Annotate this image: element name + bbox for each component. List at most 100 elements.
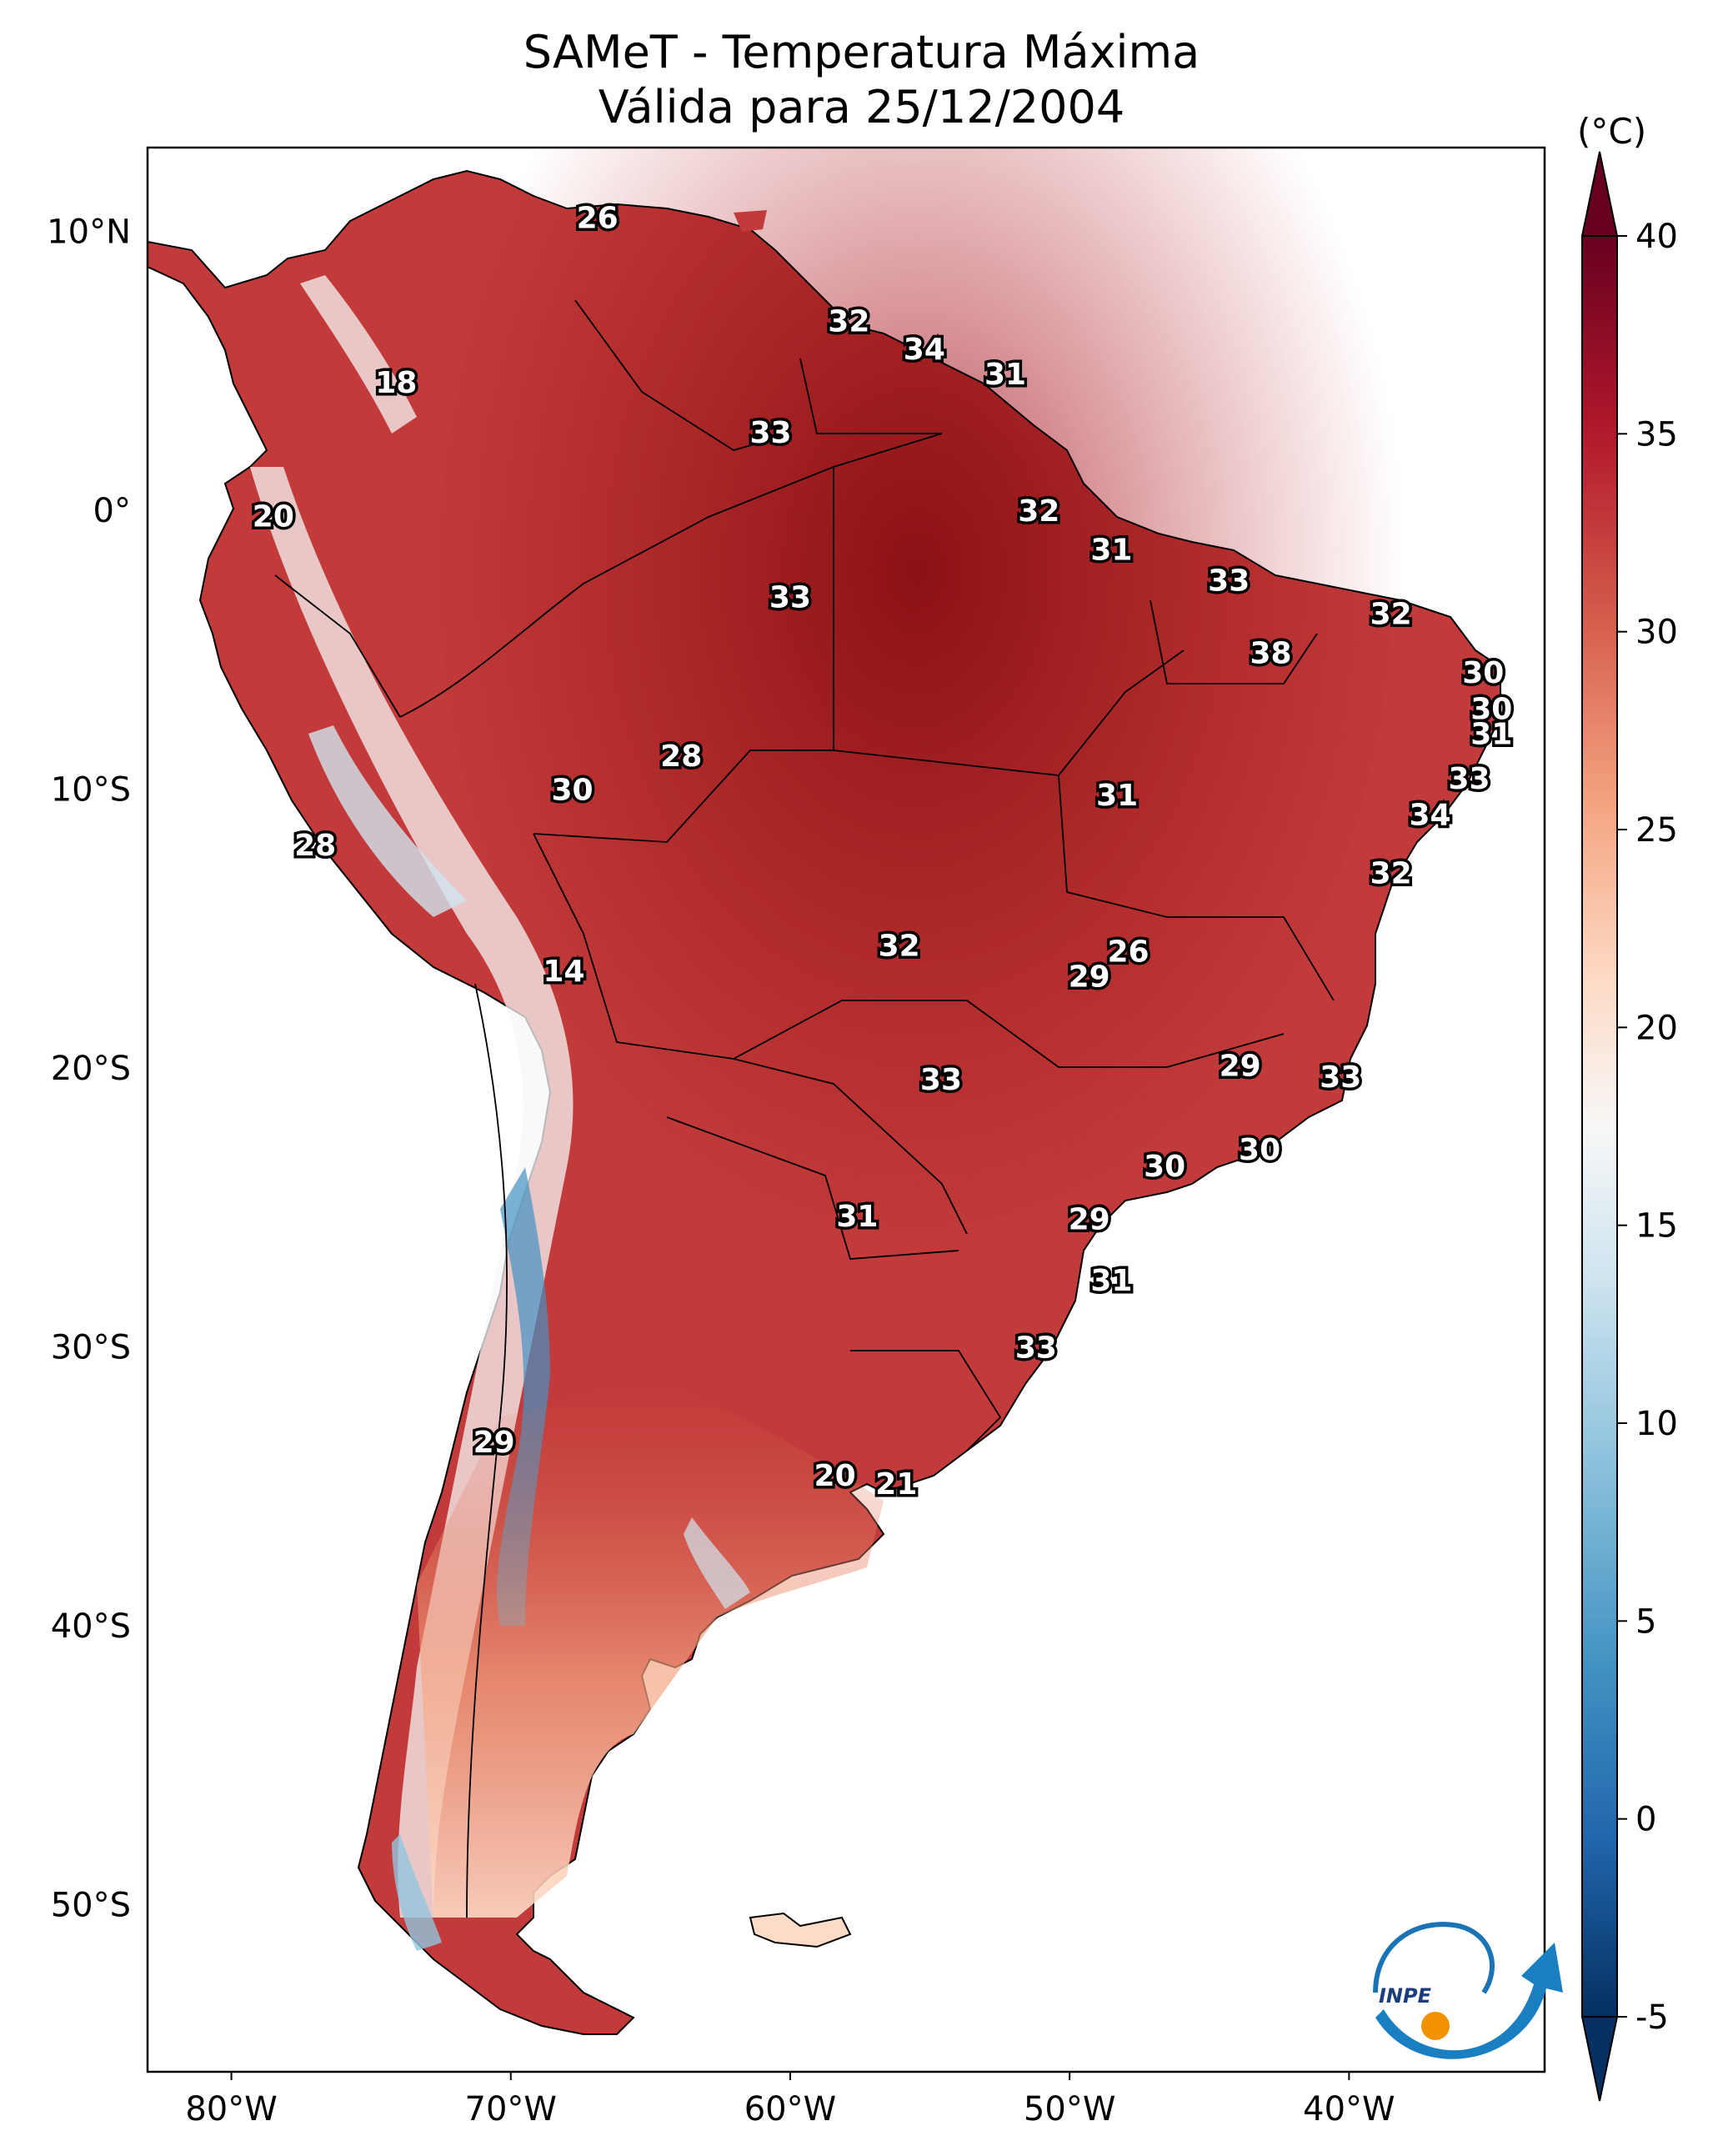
border-argentina-north — [666, 1116, 959, 1260]
lon-tick-label: 70°W — [465, 2090, 557, 2128]
temperature-point-label: 33 — [1448, 762, 1490, 796]
logo-text: INPE — [1379, 1984, 1432, 2008]
border-ecuador — [274, 574, 401, 718]
colorbar-max-arrow — [1580, 151, 1619, 237]
temperature-point-label: 31 — [1470, 717, 1512, 751]
temperature-point-label: 30 — [1462, 656, 1504, 690]
lat-tick-label: 10°N — [47, 213, 131, 251]
temperature-point-label: 29 — [473, 1426, 515, 1460]
temperature-point-label: 34 — [904, 333, 945, 367]
southern-cooling — [417, 1376, 884, 1918]
border-brazil-ne — [1150, 599, 1318, 684]
lat-tick-label: 50°S — [51, 1886, 131, 1924]
temperature-point-label: 28 — [660, 740, 702, 774]
temperature-point-label: 31 — [984, 358, 1026, 392]
temperature-point-label: 29 — [1220, 1049, 1261, 1083]
temperature-point-label: 33 — [749, 416, 791, 450]
temperature-point-label: 30 — [1239, 1133, 1280, 1167]
temperature-point-label: 29 — [1069, 1202, 1110, 1236]
latitude-tick-labels: 10°N 0° 10°S 20°S 30°S 40°S 50°S — [47, 213, 131, 1924]
colorbar: 40 35 30 25 20 15 10 5 0 -5 (°C) — [1577, 111, 1678, 2102]
temperature-point-label: 38 — [1250, 636, 1291, 670]
border-paraguay — [733, 1058, 968, 1235]
colombian-andes-cool — [300, 275, 417, 434]
colorbar-tick-label: 0 — [1635, 1801, 1656, 1839]
temperature-point-label: 31 — [1096, 779, 1138, 813]
logo-orbit-arc — [1373, 1922, 1495, 1994]
border-brazil-se — [966, 1000, 1285, 1068]
colorbar-tick-label: 10 — [1635, 1405, 1678, 1443]
inpe-logo: INPE — [1373, 1922, 1563, 2059]
temperature-point-label: 33 — [1320, 1060, 1361, 1095]
temperature-point-label: 32 — [828, 304, 869, 338]
temperature-point-label: 30 — [551, 773, 593, 807]
temperature-point-label: 20 — [253, 500, 294, 534]
logo-sun-icon — [1421, 2012, 1450, 2040]
border-north — [399, 433, 943, 718]
longitude-tick-labels: 80°W 70°W 60°W 50°W 40°W — [185, 2072, 1395, 2128]
colorbar-tick-label: 20 — [1635, 1009, 1678, 1047]
lon-tick-label: 80°W — [185, 2090, 277, 2128]
andes-cool-band — [250, 467, 573, 1918]
title-line-2: Válida para 25/12/2004 — [598, 81, 1125, 133]
temperature-point-label: 29 — [1069, 960, 1110, 994]
temperature-point-label: 31 — [836, 1200, 878, 1234]
colorbar-tick-label: 15 — [1635, 1207, 1678, 1246]
map-title: SAMeT - Temperatura Máxima Válida para 2… — [0, 25, 1723, 135]
title-line-1: SAMeT - Temperatura Máxima — [523, 26, 1200, 78]
temperature-point-label: 32 — [879, 930, 920, 964]
falkland-islands — [749, 1912, 852, 1948]
lat-tick-label: 10°S — [51, 770, 131, 809]
trinidad-island — [734, 210, 767, 232]
temperature-point-label: 30 — [1470, 692, 1512, 726]
colorbar-unit: (°C) — [1577, 111, 1646, 152]
pampas-cool-spot — [684, 1517, 750, 1609]
colorbar-scale — [1581, 235, 1618, 2018]
border-guyana — [799, 358, 942, 434]
temperature-point-label: 31 — [1090, 1264, 1132, 1298]
border-colombia-venezuela — [574, 299, 793, 451]
border-bolivia — [533, 833, 967, 1060]
border-chile-argentina — [466, 983, 508, 1918]
colorbar-min-arrow — [1580, 2016, 1619, 2102]
colorbar-ticks: 40 35 30 25 20 15 10 5 0 -5 — [1617, 218, 1678, 2037]
temperature-point-label: 33 — [920, 1063, 962, 1097]
temperature-point-label: 20 — [814, 1459, 856, 1493]
lon-tick-label: 50°W — [1024, 2090, 1115, 2128]
peru-andes-cool — [308, 725, 467, 917]
patagonia-cold-spot — [392, 1834, 442, 1951]
border-bolivia-north — [533, 750, 834, 843]
temperature-point-label: 30 — [1144, 1150, 1185, 1184]
country-borders — [274, 299, 1335, 1918]
temperature-point-label: 34 — [1410, 798, 1451, 832]
colorbar-tick-label: -5 — [1635, 1998, 1669, 2037]
temperature-point-label: 32 — [1370, 598, 1412, 632]
temperature-point-label: 31 — [1090, 534, 1132, 568]
temperature-point-label: 32 — [1370, 857, 1412, 891]
temperature-point-label: 26 — [577, 202, 619, 236]
temperature-point-label: 28 — [294, 829, 336, 863]
lat-tick-label: 30°S — [51, 1328, 131, 1366]
temperature-point-label: 33 — [1015, 1331, 1057, 1365]
temperature-point-label: 26 — [1107, 935, 1149, 969]
border-uruguay — [850, 1350, 1002, 1452]
continent-layer — [148, 148, 1545, 2072]
temperature-point-label: 33 — [769, 581, 811, 615]
temperature-point-label: 18 — [375, 366, 417, 400]
colorbar-tick-label: 5 — [1635, 1602, 1656, 1641]
lat-tick-label: 0° — [93, 492, 131, 530]
logo-swoosh-icon — [1375, 1943, 1563, 2059]
temperature-point-label: 32 — [1018, 494, 1059, 529]
map-frame-border — [146, 146, 1546, 2073]
temperature-point-label: 14 — [543, 955, 584, 989]
border-brazil-states — [1058, 775, 1335, 1001]
colorbar-tick-label: 40 — [1635, 218, 1678, 256]
temperature-point-label: 21 — [875, 1467, 917, 1502]
temperature-point-label: 33 — [1208, 564, 1250, 598]
lon-tick-label: 40°W — [1303, 2090, 1395, 2128]
heat-overlay-north — [148, 148, 1545, 2072]
lon-tick-label: 60°W — [744, 2090, 836, 2128]
lat-tick-label: 40°S — [51, 1607, 131, 1646]
